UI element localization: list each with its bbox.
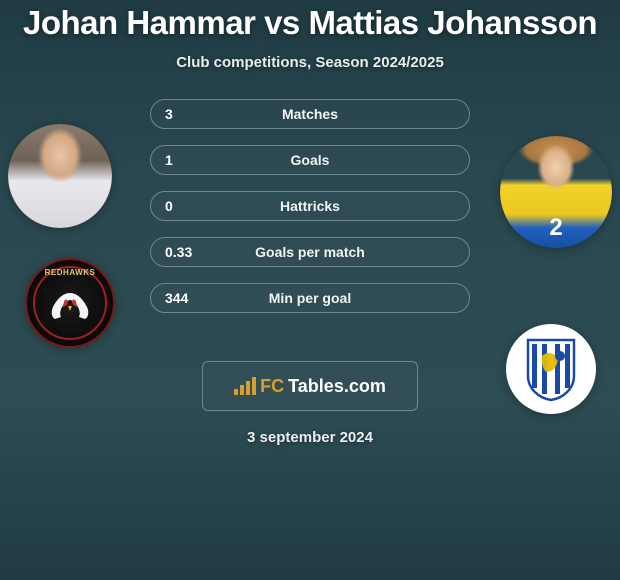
brand-logo[interactable]: FCTables.com: [202, 361, 418, 411]
player-right-photo-image: 2: [500, 136, 612, 248]
stat-label: Matches: [205, 106, 415, 122]
page-subtitle: Club competitions, Season 2024/2025: [176, 54, 444, 71]
stat-left-value: 3: [165, 106, 205, 122]
footer: FCTables.com 3 september 2024: [202, 361, 418, 446]
page-title: Johan Hammar vs Mattias Johansson: [23, 4, 597, 42]
team-left-badge: REDHAWKS: [25, 258, 115, 348]
stat-row-min-per-goal: 344 Min per goal: [150, 283, 470, 313]
player-left-photo-image: [8, 124, 112, 228]
team-left-badge-text: REDHAWKS: [45, 268, 96, 277]
stat-row-goals-per-match: 0.33 Goals per match: [150, 237, 470, 267]
crest-icon: [522, 336, 580, 402]
stat-left-value: 0.33: [165, 244, 205, 260]
stat-label: Goals: [205, 152, 415, 168]
stat-left-value: 344: [165, 290, 205, 306]
player-right-photo: 2: [500, 136, 612, 248]
date-text: 3 september 2024: [247, 429, 373, 446]
stat-row-goals: 1 Goals: [150, 145, 470, 175]
stat-label: Goals per match: [205, 244, 415, 260]
brand-fc-text: FC: [260, 376, 284, 397]
player-right-jersey-number: 2: [549, 214, 562, 242]
stat-left-value: 1: [165, 152, 205, 168]
stat-row-hattricks: 0 Hattricks: [150, 191, 470, 221]
hawk-icon: [45, 289, 95, 327]
team-left-badge-image: REDHAWKS: [25, 258, 115, 348]
stat-label: Hattricks: [205, 198, 415, 214]
stat-label: Min per goal: [205, 290, 415, 306]
chart-icon: [234, 377, 256, 395]
brand-tables-text: Tables.com: [288, 376, 386, 397]
player-left-photo: [8, 124, 112, 228]
team-right-badge: [506, 324, 596, 414]
stat-row-matches: 3 Matches: [150, 99, 470, 129]
stat-rows: 3 Matches 1 Goals 0 Hattricks 0.33 Goals…: [150, 99, 470, 313]
stat-left-value: 0: [165, 198, 205, 214]
team-right-badge-image: [506, 324, 596, 414]
